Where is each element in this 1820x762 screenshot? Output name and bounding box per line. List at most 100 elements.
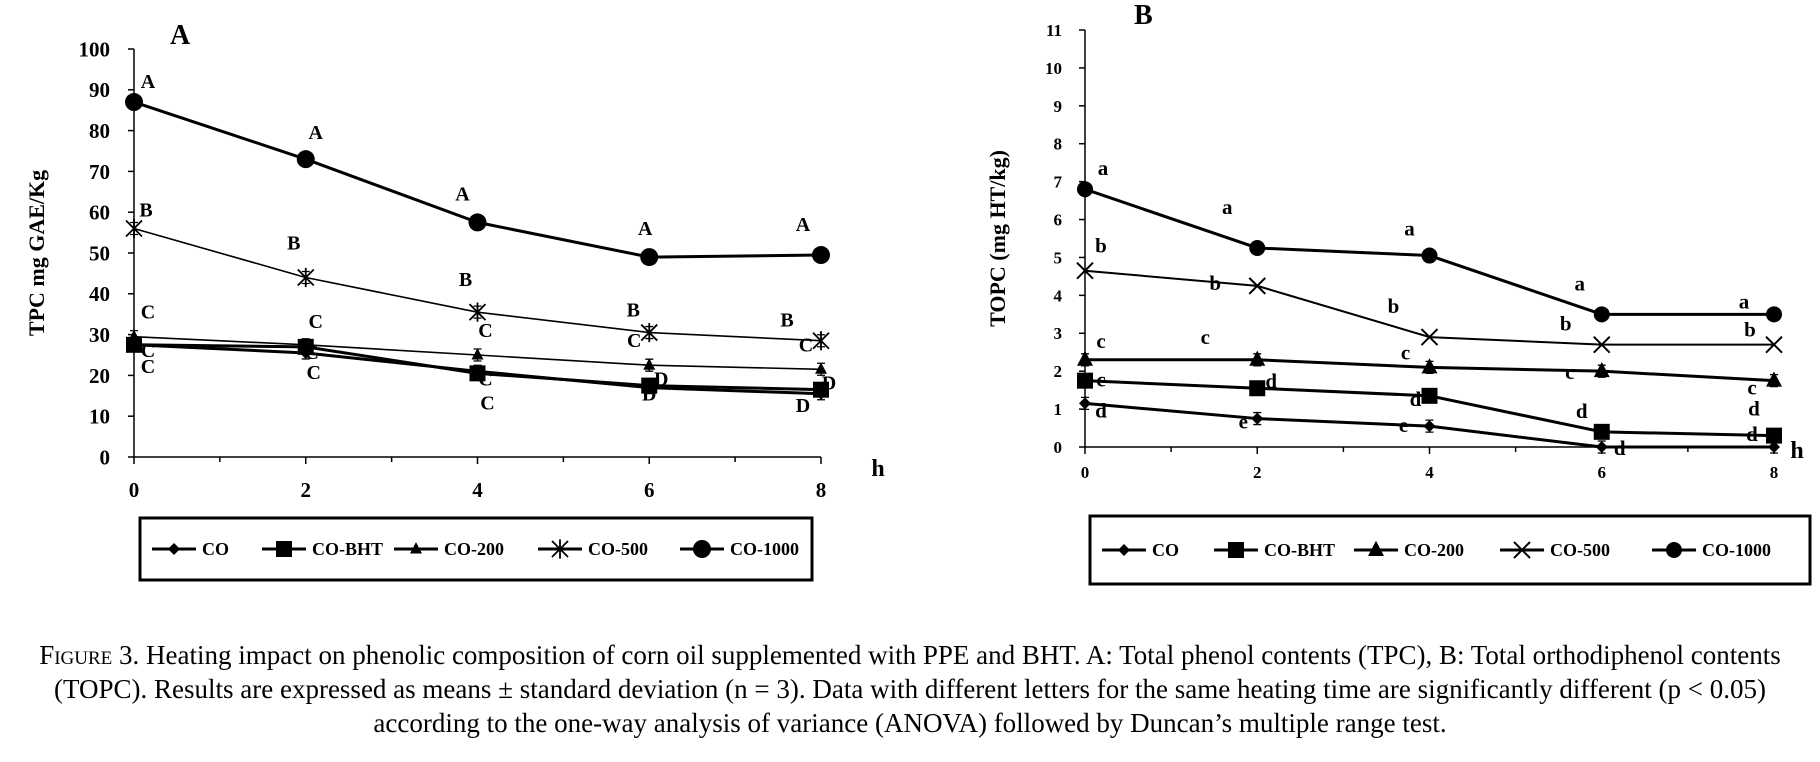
y-tick-label: 10	[89, 405, 110, 429]
legend-item-CO-200: CO-200	[394, 539, 504, 559]
y-tick-label: 4	[1054, 286, 1063, 305]
x-tick-label: 6	[1598, 463, 1607, 482]
y-tick-label: 40	[89, 282, 110, 306]
significance-letter: B	[139, 200, 152, 222]
legend-label: CO-1000	[1702, 540, 1771, 560]
x-tick-label: 4	[1425, 463, 1434, 482]
y-tick-label: 80	[89, 119, 110, 143]
significance-letter: C	[141, 340, 155, 362]
y-tick-label: 30	[89, 323, 110, 347]
y-tick-label: 9	[1054, 97, 1063, 116]
data-point	[1593, 361, 1610, 378]
data-point	[1077, 181, 1093, 198]
data-point	[1593, 306, 1610, 323]
significance-letter: c	[1401, 340, 1410, 364]
x-tick-label: 4	[472, 478, 483, 502]
significance-letter: d	[1614, 436, 1626, 460]
series-CO-500: b b b b b	[1076, 234, 1783, 354]
data-point	[1765, 335, 1783, 354]
significance-letter: C	[478, 320, 492, 342]
legend-item-CO-1000: CO-1000	[680, 539, 799, 559]
data-point	[1593, 335, 1611, 354]
legend-label: CO	[202, 539, 229, 559]
legend-marker	[410, 542, 422, 554]
data-point	[1076, 262, 1094, 280]
data-point	[812, 246, 830, 265]
legend-marker	[693, 540, 711, 558]
significance-letter: e	[1399, 413, 1408, 437]
significance-letter: c	[1747, 376, 1756, 400]
data-point	[640, 322, 658, 343]
legend-marker	[168, 543, 180, 555]
significance-letter: C	[627, 330, 641, 352]
legend-label: CO-1000	[730, 539, 799, 559]
significance-letter: D	[654, 369, 668, 391]
data-point	[1077, 372, 1093, 389]
panel-label: B	[1134, 0, 1153, 31]
data-point	[812, 331, 830, 351]
data-point	[1423, 420, 1436, 433]
significance-letter: A	[141, 71, 156, 93]
y-tick-label: 8	[1054, 135, 1063, 154]
y-tick-label: 6	[1054, 210, 1063, 229]
x-tick-label: 8	[1770, 463, 1779, 482]
significance-letter: c	[1096, 368, 1105, 392]
y-tick-label: 7	[1054, 173, 1063, 192]
data-point	[1421, 387, 1438, 404]
panel-label: A	[170, 20, 191, 51]
y-tick-label: 0	[100, 445, 111, 469]
series-CO: d e e d d	[1079, 396, 1780, 460]
data-point	[296, 150, 315, 169]
data-point	[1766, 427, 1782, 444]
data-point	[125, 218, 143, 239]
data-point	[640, 248, 659, 267]
legend-label: CO-200	[1404, 540, 1464, 560]
significance-letter: d	[1095, 398, 1107, 422]
legend: CO CO-BHT CO-200 CO-500 CO-1000	[1088, 514, 1812, 586]
y-tick-label: 100	[79, 37, 111, 61]
significance-letter: d	[1576, 399, 1588, 423]
significance-letter: B	[459, 269, 472, 291]
legend-marker	[551, 539, 569, 559]
data-point	[471, 348, 484, 360]
data-point	[1077, 350, 1093, 366]
data-point	[643, 358, 656, 370]
data-point	[299, 337, 312, 350]
data-point	[1768, 441, 1780, 453]
significance-letter: C	[141, 302, 155, 324]
legend-label: CO-BHT	[312, 539, 383, 559]
significance-letter: c	[1201, 325, 1210, 349]
data-point	[468, 213, 487, 232]
significance-letter: b	[1388, 294, 1400, 318]
legend-marker	[1513, 541, 1531, 559]
legend-marker	[276, 541, 292, 557]
significance-letter: C	[141, 356, 155, 378]
significance-letter: a	[1098, 156, 1109, 180]
series-line	[1084, 269, 1774, 346]
significance-letter: A	[455, 183, 470, 205]
x-tick-label: 2	[301, 478, 312, 502]
data-point	[125, 93, 143, 112]
significance-letter: a	[1404, 217, 1415, 241]
data-point	[815, 362, 827, 374]
y-tick-label: 1	[1054, 400, 1063, 419]
legend-item-CO-BHT: CO-BHT	[262, 539, 383, 559]
significance-letter: B	[287, 232, 300, 254]
legend-item-CO-500: CO-500	[1500, 540, 1610, 560]
legend-marker	[1666, 542, 1682, 558]
data-point	[1079, 397, 1091, 410]
x-axis-label: h	[871, 456, 884, 482]
data-point	[1766, 371, 1782, 387]
caption-figure-label: Figure	[39, 640, 113, 670]
significance-letter: A	[638, 218, 653, 240]
data-point	[1595, 441, 1608, 453]
legend: CO CO-BHT CO-200 CO-500 CO-1000	[138, 516, 814, 582]
series-line	[133, 100, 822, 259]
legend-marker	[1228, 542, 1244, 558]
legend-item-CO: CO	[1102, 540, 1179, 560]
significance-letter: C	[799, 334, 813, 356]
y-axis-label: TPC mg GAE/Kg	[24, 170, 49, 336]
y-tick-label: 10	[1045, 59, 1062, 78]
